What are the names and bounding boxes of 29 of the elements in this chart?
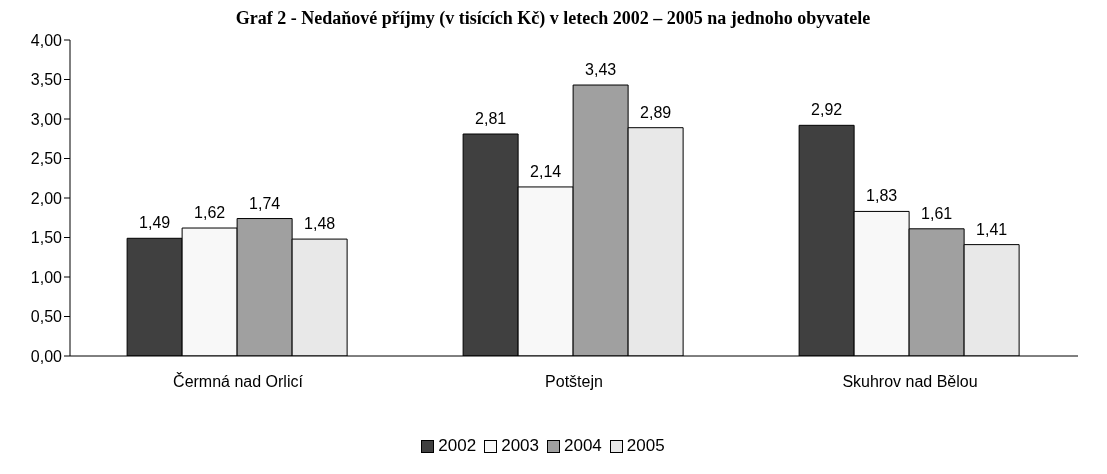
- y-tick-label: 3,00: [30, 110, 63, 128]
- y-tick-label: 0,00: [30, 347, 63, 365]
- y-tick-label: 1,00: [30, 268, 63, 286]
- data-label: 1,83: [866, 187, 898, 205]
- data-label: 1,61: [921, 204, 953, 222]
- y-tick-label: 0,50: [30, 308, 63, 326]
- y-tick-label: 4,00: [30, 31, 63, 49]
- data-label: 2,81: [475, 110, 507, 128]
- data-label: 1,74: [249, 194, 281, 212]
- legend-label: 2003: [501, 436, 539, 456]
- legend-label: 2002: [438, 436, 477, 456]
- data-label: 2,14: [530, 162, 562, 180]
- data-label: 1,41: [976, 220, 1008, 238]
- data-label: 2,89: [640, 103, 672, 121]
- x-tick-label: Skuhrov nad Bělou: [842, 373, 978, 391]
- data-label: 1,62: [194, 204, 226, 222]
- legend-label: 2005: [626, 436, 665, 456]
- data-label: 3,43: [585, 61, 617, 79]
- x-tick-label: Čermná nad Orlicí: [173, 372, 304, 391]
- data-label: 1,49: [139, 214, 171, 232]
- y-tick-label: 1,50: [30, 229, 63, 247]
- data-label: 2,92: [811, 101, 843, 119]
- data-label: 1,48: [304, 215, 336, 233]
- x-tick-label: Potštejn: [545, 373, 603, 391]
- y-tick-label: 2,50: [30, 150, 63, 168]
- legend-label: 2004: [564, 436, 602, 456]
- chart-title: Graf 2 - Nedaňové příjmy (v tisících Kč) v letech 2002 – 2005 na jednoho obyvatele: [234, 8, 872, 30]
- y-tick-label: 2,00: [30, 189, 63, 207]
- y-tick-label: 3,50: [30, 71, 63, 89]
